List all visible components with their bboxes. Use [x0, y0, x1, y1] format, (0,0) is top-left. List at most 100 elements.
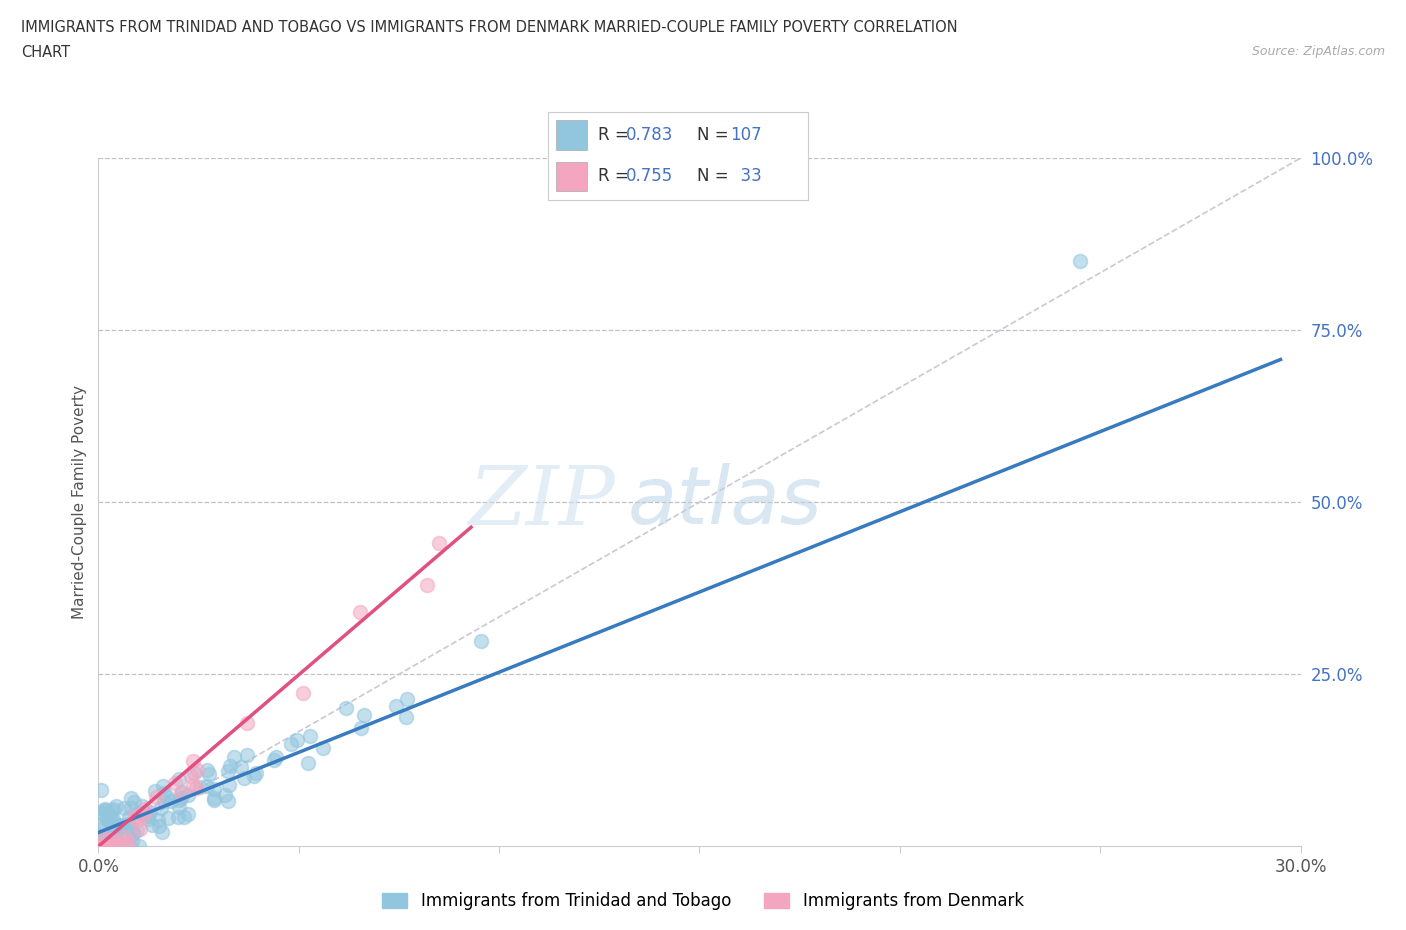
Point: [243, 769, 266, 784]
Point: [120, 839, 142, 854]
Point: [263, 752, 285, 767]
Point: [165, 776, 187, 790]
Point: [94, 802, 117, 817]
Point: [105, 799, 128, 814]
Point: [91, 816, 114, 830]
Point: [118, 817, 141, 832]
Legend: Immigrants from Trinidad and Tobago, Immigrants from Denmark: Immigrants from Trinidad and Tobago, Imm…: [375, 885, 1031, 917]
Point: [115, 839, 138, 854]
Point: [129, 822, 152, 837]
Point: [188, 779, 211, 794]
Point: [101, 839, 124, 854]
Text: 0.755: 0.755: [627, 167, 673, 185]
Point: [299, 729, 322, 744]
Point: [152, 778, 174, 793]
Point: [101, 804, 124, 818]
Text: atlas: atlas: [627, 463, 823, 541]
Point: [134, 802, 156, 817]
Point: [93, 830, 115, 845]
Point: [195, 762, 218, 777]
Point: [166, 810, 188, 825]
Text: ZIP: ZIP: [468, 462, 616, 542]
Text: N =: N =: [696, 126, 734, 144]
Point: [349, 720, 371, 735]
Point: [127, 806, 149, 821]
Point: [245, 766, 267, 781]
Point: [231, 760, 253, 775]
Point: [127, 823, 149, 838]
Point: [107, 820, 129, 835]
Point: [233, 771, 256, 786]
Point: [156, 789, 179, 804]
Point: [1069, 254, 1091, 269]
Point: [195, 779, 218, 794]
Point: [93, 839, 115, 854]
Point: [122, 795, 145, 810]
Point: [153, 793, 176, 808]
Point: [112, 800, 135, 815]
Point: [143, 783, 166, 798]
Point: [170, 785, 193, 800]
Point: [103, 812, 125, 827]
Point: [427, 536, 450, 551]
Point: [136, 809, 159, 824]
Point: [219, 759, 242, 774]
Point: [264, 750, 287, 764]
Point: [107, 836, 129, 851]
Point: [416, 578, 439, 592]
Point: [148, 818, 170, 833]
Point: [236, 748, 259, 763]
Point: [94, 804, 117, 818]
Point: [150, 825, 173, 840]
Point: [170, 790, 193, 805]
Point: [134, 805, 156, 820]
Point: [141, 817, 163, 832]
Point: [186, 780, 208, 795]
Point: [122, 825, 145, 840]
Point: [115, 817, 138, 831]
Text: CHART: CHART: [21, 45, 70, 60]
Text: R =: R =: [598, 167, 634, 185]
Point: [96, 828, 118, 843]
Point: [148, 813, 170, 828]
Point: [120, 801, 142, 816]
Point: [297, 756, 319, 771]
Point: [312, 740, 335, 755]
Point: [117, 818, 139, 833]
Point: [97, 813, 120, 828]
Point: [121, 833, 143, 848]
Point: [335, 700, 357, 715]
Point: [167, 792, 190, 807]
Point: [292, 685, 315, 700]
Point: [353, 708, 375, 723]
Point: [285, 733, 308, 748]
Point: [107, 837, 129, 852]
Point: [96, 812, 118, 827]
Point: [89, 839, 111, 854]
Point: [87, 839, 110, 854]
Point: [98, 808, 121, 823]
Point: [180, 769, 202, 784]
Point: [98, 814, 121, 829]
Point: [132, 806, 155, 821]
Point: [118, 810, 141, 825]
Point: [202, 792, 225, 807]
Point: [105, 817, 128, 831]
Point: [170, 785, 193, 800]
Y-axis label: Married-Couple Family Poverty: Married-Couple Family Poverty: [72, 385, 87, 619]
Point: [214, 788, 236, 803]
Point: [90, 806, 112, 821]
Point: [186, 763, 208, 777]
Point: [93, 819, 115, 834]
Text: R =: R =: [598, 126, 634, 144]
Point: [131, 798, 153, 813]
Point: [470, 633, 492, 648]
Point: [128, 839, 150, 854]
Point: [236, 716, 259, 731]
Text: IMMIGRANTS FROM TRINIDAD AND TOBAGO VS IMMIGRANTS FROM DENMARK MARRIED-COUPLE FA: IMMIGRANTS FROM TRINIDAD AND TOBAGO VS I…: [21, 20, 957, 35]
Text: 107: 107: [731, 126, 762, 144]
Point: [176, 788, 198, 803]
Text: 33: 33: [731, 167, 762, 185]
Point: [384, 699, 406, 714]
Point: [104, 825, 127, 840]
